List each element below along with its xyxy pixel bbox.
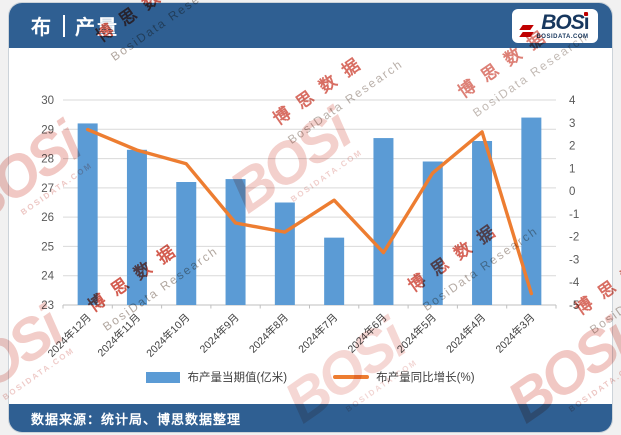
chart-legend: 布产量当期值(亿米) 布产量同比增长(%) [9,369,612,385]
right-axis-tick-label: 1 [569,163,575,175]
left-axis-tick-label: 23 [41,300,54,312]
right-axis-tick-label: -2 [569,232,579,244]
title-part-2: 产量 [75,17,119,39]
bar-2024年12月 [77,123,98,305]
line-swatch-icon [333,375,370,379]
right-axis-tick-label: 0 [569,186,575,198]
bar-2024年11月 [126,149,147,305]
left-axis-tick-label: 24 [41,271,54,283]
left-axis-tick-label: 25 [41,241,54,253]
right-axis-tick-label: -1 [569,209,579,221]
growth-line [85,127,534,296]
x-axis-label: 2024年9月 [197,311,242,356]
data-source-text: 数据来源：统计局、博思数据整理 [31,411,242,427]
right-axis-tick-label: 4 [569,95,576,107]
bar-2024年4月 [472,141,493,305]
logo-chevrons-icon [519,24,535,37]
left-axis-tick-label: 29 [41,124,54,136]
right-axis-tick-label: -4 [569,277,580,289]
x-axis-label: 2024年5月 [394,311,439,356]
bar-2024年7月 [324,237,345,305]
source-footer: 数据来源：统计局、博思数据整理 [9,404,612,432]
right-axis-tick-label: -5 [569,300,579,312]
legend-line-label: 布产量同比增长(%) [376,372,475,384]
x-axis-label: 2024年3月 [493,311,538,356]
x-axis-label: 2024年6月 [345,311,390,356]
x-axis-label: 2024年4月 [443,311,488,356]
legend-bar-label: 布产量当期值(亿米) [187,372,288,384]
bar-2024年10月 [176,182,197,305]
bar-2024年9月 [225,179,246,305]
right-axis-tick-label: -3 [569,254,579,266]
legend-item-bar: 布产量当期值(亿米) [146,369,287,385]
title-part-1: 布 [31,17,53,39]
x-axis-label: 2024年7月 [296,311,341,356]
x-axis-label: 2024年12月 [45,311,94,360]
bar-2024年5月 [422,161,443,305]
bar-2024年6月 [373,138,394,305]
bosi-logo: BOSi BOSIDATA.COM [512,8,598,43]
title-divider [63,14,65,37]
bar-2024年3月 [521,117,542,305]
report-header: 布 产量 BOSi BOSIDATA.COM [9,3,612,48]
bar-swatch-icon [146,371,181,383]
logo-wordmark: BOSi [541,10,589,34]
x-axis-label: 2024年10月 [144,311,193,360]
logo-site-text: BOSIDATA.COM [536,33,589,40]
page-title: 布 产量 [31,11,119,40]
right-axis-tick-label: 3 [569,118,575,130]
x-axis-label: 2024年11月 [95,311,143,359]
left-axis-tick-label: 26 [41,212,54,224]
left-axis-tick-label: 30 [41,95,54,107]
left-axis-tick-label: 27 [41,183,54,195]
x-axis-label: 2024年8月 [246,311,291,356]
legend-item-line: 布产量同比增长(%) [333,369,475,385]
report-card: 布 产量 BOSi BOSIDATA.COM 30 29 28 27 26 25 24 23 4… [8,2,613,433]
bar-2024年8月 [274,202,295,305]
right-axis-tick-label: 2 [569,141,575,153]
left-axis-tick-label: 28 [41,154,54,166]
